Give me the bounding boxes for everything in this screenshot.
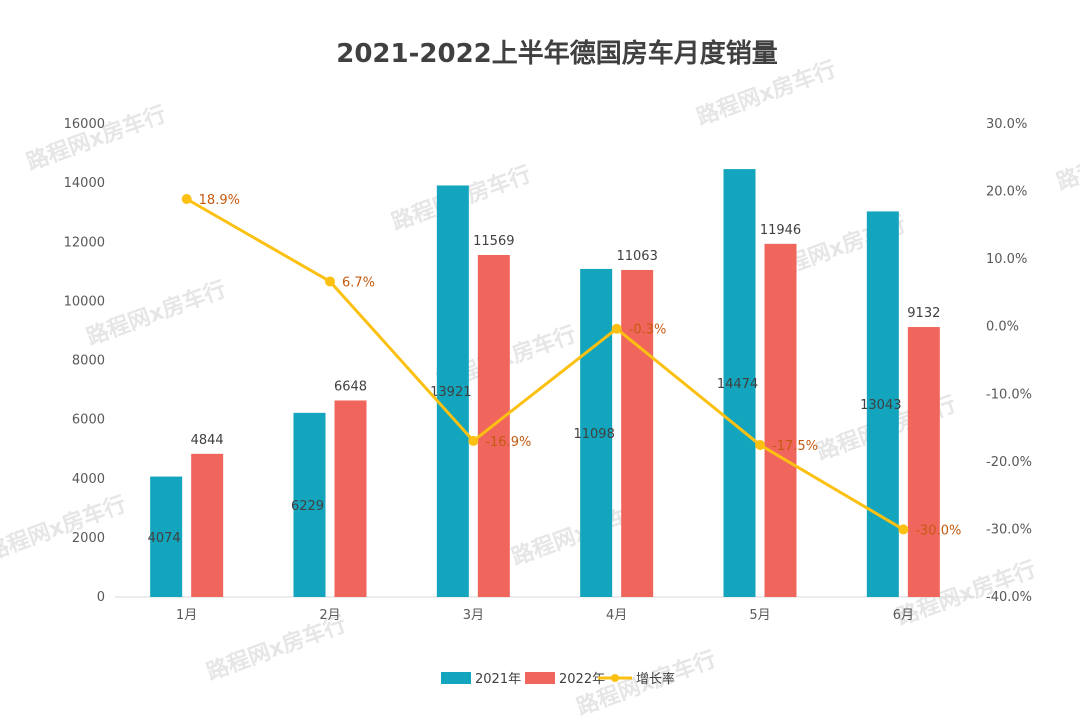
- right-y-tick-label: 0.0%: [986, 320, 1019, 335]
- bar-2021-data-label: 6229: [291, 499, 324, 514]
- bar-2021-data-label: 13043: [860, 398, 901, 413]
- right-y-tick-label: -10.0%: [986, 387, 1032, 402]
- left-y-tick-label: 16000: [64, 117, 105, 132]
- bar-2022: [191, 453, 224, 597]
- bar-2021: [866, 211, 899, 597]
- bar-2021-data-label: 14474: [717, 377, 758, 392]
- legend-label-2021: 2021年: [475, 672, 521, 687]
- left-y-tick-label: 8000: [72, 354, 105, 369]
- right-y-axis: -40.0% -30.0% -20.0% -10.0% 0.0% 10.0% 20.0% 30…: [986, 117, 1032, 605]
- x-tick-label: 3月: [463, 608, 484, 623]
- bar-2021-data-label: 4074: [148, 531, 181, 546]
- left-y-tick-label: 12000: [64, 235, 105, 250]
- legend-label-growth-rate: 增长率: [636, 671, 675, 687]
- growth-rate-data-label: -0.3%: [629, 323, 667, 338]
- growth-rate-data-label: -30.0%: [915, 523, 961, 538]
- bar-2022-data-label: 4844: [191, 433, 224, 448]
- left-y-tick-label: 6000: [72, 413, 105, 428]
- right-y-tick-label: -30.0%: [986, 522, 1032, 537]
- x-axis: 1月 2月 3月 4月 5月 6月: [176, 608, 914, 623]
- bar-2021-data-label: 13921: [430, 385, 471, 400]
- bar-2022-data-label: 11063: [616, 249, 657, 264]
- right-y-tick-label: 10.0%: [986, 252, 1027, 267]
- legend: 2021年 2022年 增长率: [441, 671, 675, 687]
- x-tick-label: 1月: [176, 608, 197, 623]
- bar-2021: [723, 169, 756, 598]
- growth-rate-data-label: -16.9%: [485, 435, 531, 450]
- chart-title: 2021-2022上半年德国房车月度销量: [336, 38, 778, 69]
- left-y-tick-label: 10000: [64, 294, 105, 309]
- growth-rate-data-label: 18.9%: [199, 193, 240, 208]
- watermark-text: 路程网x房车行: [1053, 121, 1080, 195]
- growth-rate-point: [468, 435, 479, 446]
- growth-rate-point: [181, 194, 192, 205]
- right-y-tick-label: 30.0%: [986, 117, 1027, 132]
- bar-2021-data-label: 11098: [573, 427, 614, 442]
- left-y-axis: 0 2000 4000 6000 8000 10000 12000 14000 16000: [64, 117, 105, 605]
- right-y-tick-label: 20.0%: [986, 185, 1027, 200]
- left-y-tick-label: 4000: [72, 472, 105, 487]
- bar-2021: [293, 412, 326, 597]
- growth-rate-data-label: 6.7%: [342, 275, 375, 290]
- bar-2022-data-label: 11569: [473, 234, 514, 249]
- bar-2022-data-label: 11946: [760, 223, 801, 238]
- x-tick-label: 5月: [749, 608, 770, 623]
- right-y-tick-label: -20.0%: [986, 455, 1032, 470]
- x-tick-label: 4月: [606, 608, 627, 623]
- legend-swatch-2022: [525, 672, 555, 684]
- growth-rate-point: [611, 323, 622, 334]
- legend-swatch-2021: [441, 672, 471, 684]
- right-y-tick-label: -40.0%: [986, 590, 1032, 605]
- bar-data-labels: 4074 4844 6229 6648 13921 11569 11098 11063 1447…: [148, 223, 941, 546]
- growth-rate-series: 18.9% 6.7% -16.9% -0.3% -17.5% -30.0%: [181, 193, 961, 538]
- left-y-tick-label: 2000: [72, 531, 105, 546]
- bar-2022: [907, 327, 940, 597]
- bar-2021: [580, 268, 613, 597]
- bar-2021: [436, 185, 469, 597]
- watermark-text: 路程网x房车行: [23, 101, 169, 175]
- growth-rate-point: [755, 439, 765, 450]
- watermark-text: 路程网x房车行: [83, 276, 229, 350]
- growth-rate-point: [898, 524, 909, 535]
- legend-marker-growth-rate: [611, 674, 619, 682]
- bar-2022-data-label: 6648: [334, 379, 367, 394]
- x-tick-label: 2月: [319, 608, 340, 623]
- bar-2021: [150, 476, 183, 597]
- growth-rate-line: [185, 197, 905, 531]
- left-y-tick-label: 14000: [64, 176, 105, 191]
- watermark-text: 路程网x房车行: [0, 491, 129, 565]
- left-y-tick-label: 0: [97, 590, 105, 605]
- growth-rate-point: [325, 276, 335, 287]
- x-tick-label: 6月: [893, 608, 914, 623]
- bar-2022-data-label: 9132: [907, 306, 940, 321]
- legend-label-2022: 2022年: [559, 672, 605, 687]
- bar-2022: [334, 400, 367, 597]
- bar-2022: [764, 243, 797, 597]
- bar-2022: [621, 269, 654, 597]
- growth-rate-data-label: -17.5%: [772, 439, 818, 454]
